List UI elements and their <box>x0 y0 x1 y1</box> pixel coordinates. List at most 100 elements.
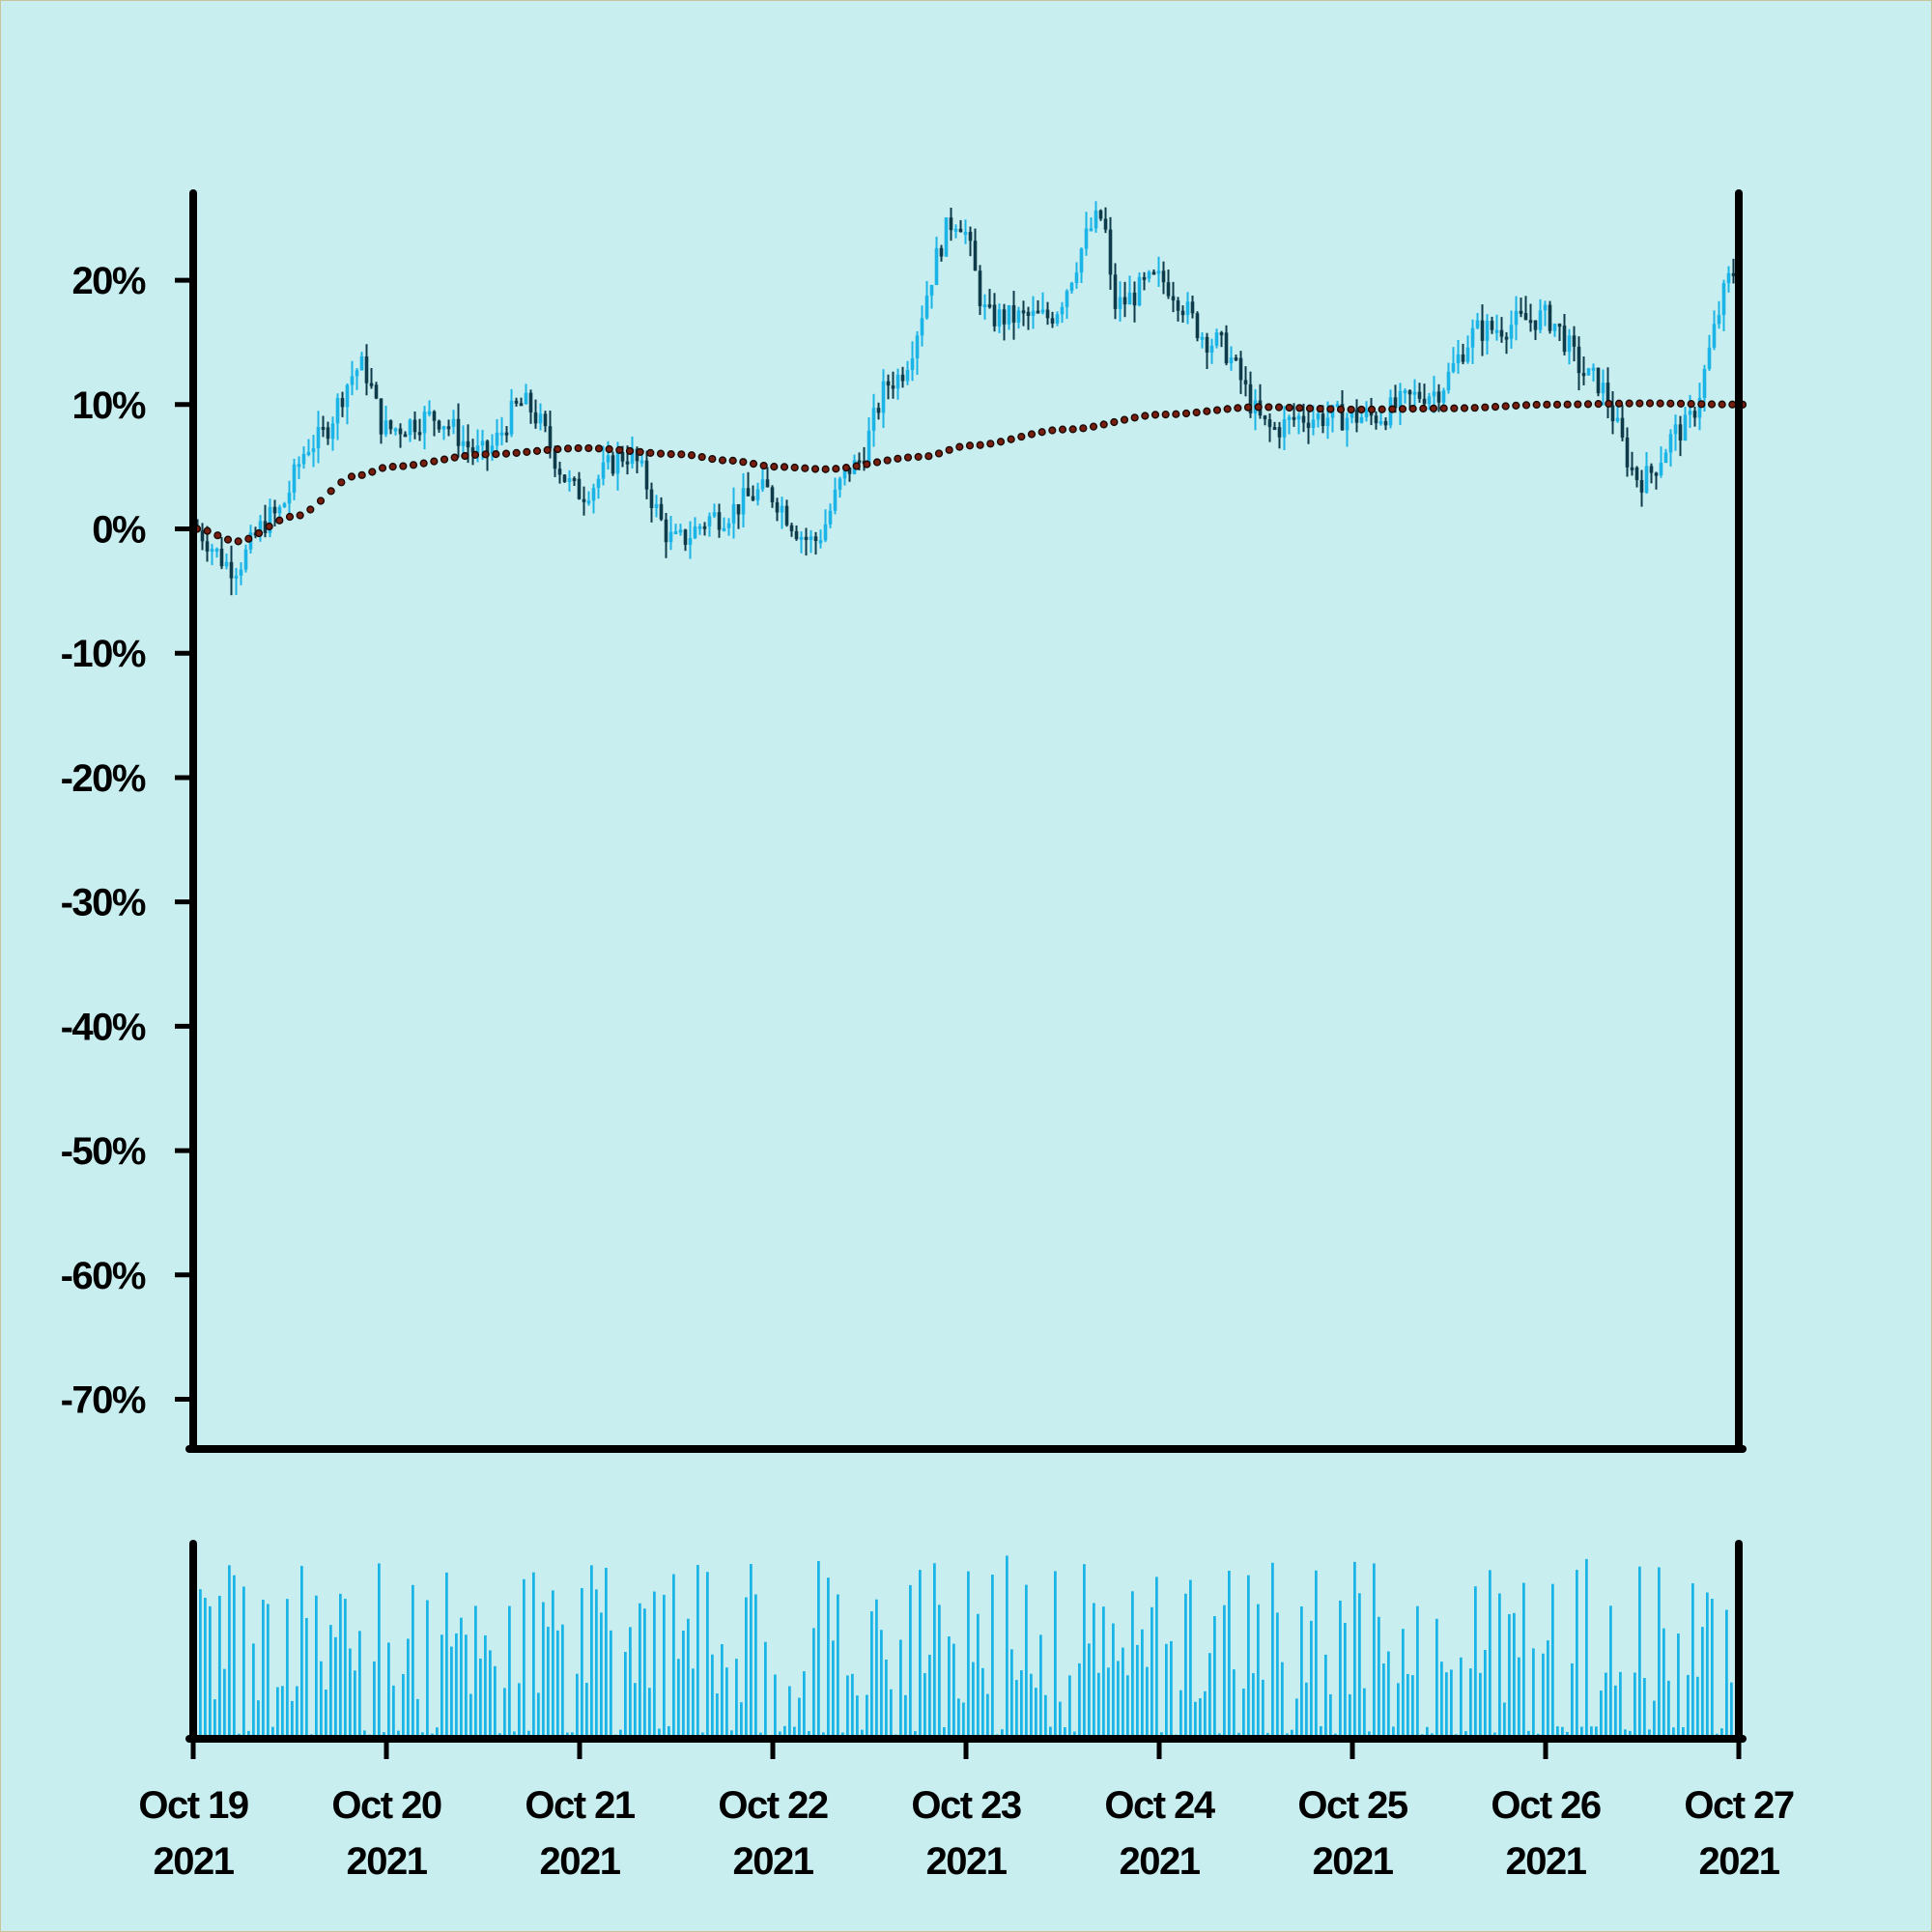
candle <box>200 523 205 551</box>
candle-body <box>717 512 722 530</box>
volume-bar <box>383 1732 385 1735</box>
candle-body <box>1060 306 1065 315</box>
candle <box>1673 414 1678 451</box>
candle-body <box>1238 357 1243 381</box>
moving-average-point <box>708 454 717 464</box>
candle <box>1591 363 1596 382</box>
volume-bar <box>498 1733 501 1735</box>
candle <box>1509 310 1514 350</box>
candle-body <box>1625 437 1630 468</box>
volume-bar <box>841 1732 844 1735</box>
candle <box>437 419 441 433</box>
moving-average-point <box>1151 411 1160 419</box>
moving-average-point <box>512 448 521 457</box>
volume-bar <box>943 1727 946 1735</box>
candle-body <box>1311 419 1316 429</box>
candle <box>1383 417 1388 431</box>
candle <box>210 544 214 565</box>
candle <box>1108 216 1113 291</box>
moving-average-point <box>594 444 604 453</box>
y-tick-label: 0% <box>92 509 146 552</box>
candle-body <box>456 418 461 446</box>
candle <box>1306 409 1311 444</box>
volume-bar <box>1527 1730 1530 1735</box>
candle <box>1007 304 1011 330</box>
volume-bar <box>1044 1694 1047 1735</box>
moving-average-point <box>1583 400 1593 409</box>
candle-body <box>958 228 963 233</box>
volume-bar <box>1068 1675 1071 1735</box>
volume-bar <box>1522 1582 1525 1735</box>
volume-bar <box>1165 1643 1168 1735</box>
candle <box>519 397 524 407</box>
volume-bar <box>619 1729 622 1735</box>
candle-body <box>1605 383 1610 406</box>
candle-body <box>823 524 828 541</box>
candle <box>944 216 949 257</box>
candle <box>243 544 248 573</box>
volume-bar <box>1025 1584 1028 1735</box>
candle <box>272 499 277 527</box>
candle-body <box>1036 310 1040 314</box>
candle-body <box>736 503 741 515</box>
moving-average-point <box>1254 403 1263 412</box>
candle-body <box>475 445 480 453</box>
candle-body <box>432 411 437 421</box>
candle-body <box>1470 327 1475 348</box>
candle <box>958 219 963 233</box>
candle-body <box>929 285 934 297</box>
volume-bar <box>276 1687 279 1735</box>
candle-body <box>422 412 427 434</box>
moving-average-point <box>1563 400 1572 409</box>
volume-bar <box>436 1727 439 1735</box>
volume-bar <box>513 1731 516 1735</box>
candle-body <box>1263 415 1267 420</box>
volume-bar <box>1629 1730 1632 1735</box>
candle <box>1533 320 1538 340</box>
candle <box>495 418 499 455</box>
volume-bar <box>672 1574 675 1735</box>
candle <box>1485 314 1490 355</box>
candle <box>586 491 591 506</box>
candle <box>1113 263 1118 320</box>
volume-bar <box>431 1733 434 1735</box>
candle-body <box>857 460 862 464</box>
candle-body <box>953 228 958 232</box>
moving-average-point <box>810 465 820 473</box>
candle-body <box>1079 248 1084 273</box>
moving-average-point <box>687 451 696 460</box>
candle-body <box>1011 304 1016 323</box>
moving-average-point <box>832 465 840 473</box>
volume-bar <box>585 1683 588 1735</box>
candle-body <box>1325 417 1330 426</box>
candle-body <box>393 428 398 432</box>
candle-body <box>842 467 847 479</box>
candle <box>1663 448 1668 464</box>
candle-body <box>379 398 384 435</box>
candle <box>1417 383 1422 403</box>
candle <box>1461 343 1465 365</box>
candle <box>1717 300 1721 329</box>
candle-body <box>591 487 596 501</box>
x-tick-label-year: 2021 <box>154 1840 235 1883</box>
candle <box>1267 412 1272 442</box>
candle <box>1016 306 1021 329</box>
candle <box>369 368 374 389</box>
candle-body <box>514 400 519 404</box>
candle <box>432 410 437 437</box>
candle-body <box>1272 427 1277 431</box>
candle <box>1721 279 1726 331</box>
candle <box>345 383 350 425</box>
candle-body <box>234 575 239 579</box>
candle <box>1137 272 1142 307</box>
moving-average-point <box>378 464 387 472</box>
volume-bar <box>1242 1688 1245 1735</box>
volume-bar <box>822 1732 825 1735</box>
candle-body <box>1098 210 1103 219</box>
candle-body <box>1316 413 1321 420</box>
volume-bar <box>952 1643 955 1735</box>
volume-bar <box>412 1584 414 1735</box>
moving-average-point <box>1697 400 1706 409</box>
candle-body <box>838 478 842 490</box>
moving-average-point <box>1429 404 1438 412</box>
